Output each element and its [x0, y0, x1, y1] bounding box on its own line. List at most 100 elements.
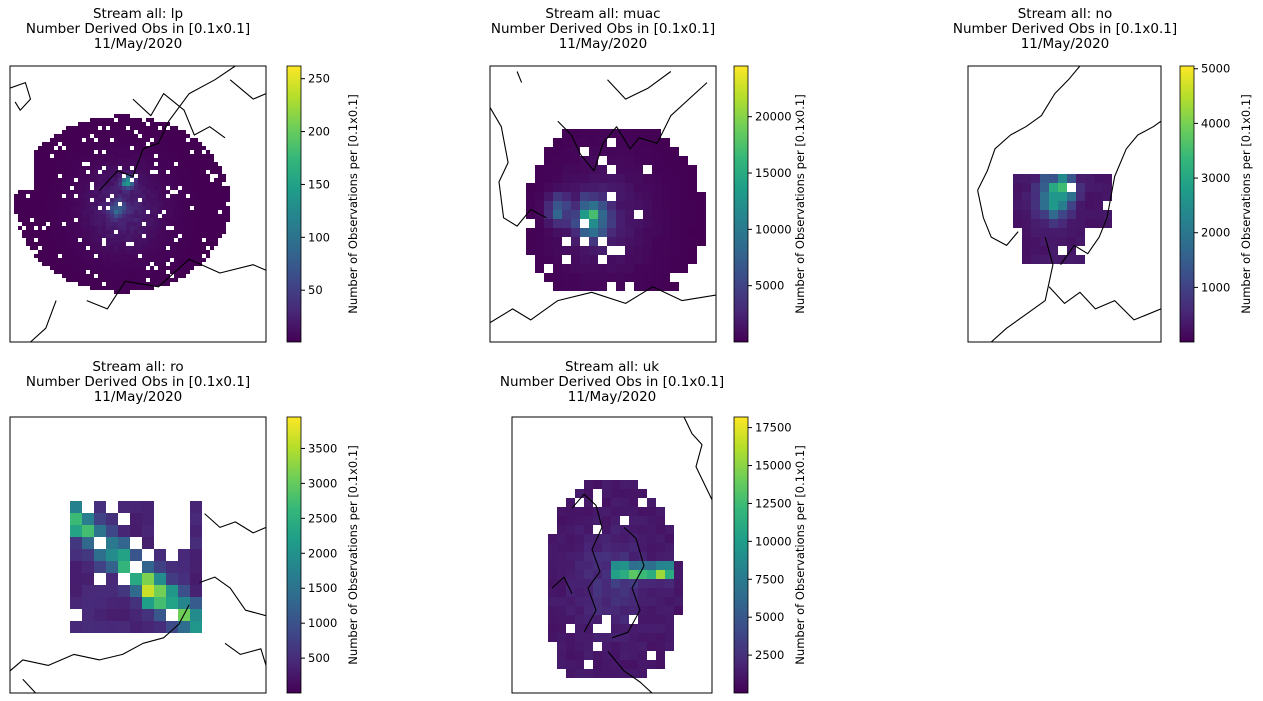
heat-cell: [166, 278, 170, 282]
heat-cell: [656, 606, 665, 615]
heat-cell: [118, 194, 122, 198]
heat-cell: [130, 202, 134, 206]
heat-cell: [118, 210, 122, 214]
heat-cell: [162, 182, 166, 186]
heat-cell: [679, 219, 688, 228]
heat-cell: [94, 561, 106, 573]
colorbar: [286, 416, 302, 694]
heat-cell: [54, 250, 58, 254]
heat-cell: [38, 186, 42, 190]
heat-cell: [94, 278, 98, 282]
heat-cell: [110, 282, 114, 286]
heat-cell: [150, 250, 154, 254]
heat-cell: [70, 182, 74, 186]
heat-cell: [154, 234, 158, 238]
heat-cell: [34, 158, 38, 162]
heat-cell: [625, 246, 634, 255]
heat-cell: [652, 273, 661, 282]
heat-cell: [130, 609, 142, 621]
heat-cell: [126, 142, 130, 146]
heat-cell: [665, 633, 674, 642]
heat-cell: [130, 198, 134, 202]
heat-cell: [102, 266, 106, 270]
heat-cell: [656, 660, 665, 669]
colorbar: [1179, 65, 1195, 343]
heat-cell: [146, 206, 150, 210]
heat-cell: [142, 537, 154, 549]
heat-cell: [638, 597, 647, 606]
heat-cell: [134, 182, 138, 186]
heat-cell: [162, 198, 166, 202]
heat-cell: [154, 210, 158, 214]
heat-cell: [26, 238, 30, 242]
heat-cell: [70, 154, 74, 158]
heat-cell: [134, 162, 138, 166]
heat-cell: [202, 234, 206, 238]
heat-cell: [118, 274, 122, 278]
heat-cell: [206, 214, 210, 218]
heat-cell: [50, 194, 54, 198]
heat-cell: [126, 114, 130, 118]
heat-cell: [94, 142, 98, 146]
heat-cell: [122, 214, 126, 218]
heat-cell: [670, 165, 679, 174]
heat-cell: [562, 246, 571, 255]
heat-cell: [607, 228, 616, 237]
heat-cell: [178, 597, 190, 609]
heat-cell: [562, 183, 571, 192]
heat-cell: [126, 186, 130, 190]
heat-cell: [665, 606, 674, 615]
heat-cell: [182, 182, 186, 186]
heat-cell: [106, 234, 110, 238]
heat-cell: [54, 246, 58, 250]
heat-cell: [544, 219, 553, 228]
heat-cell: [70, 198, 74, 202]
heat-cell: [162, 138, 166, 142]
heat-cell: [46, 194, 50, 198]
heat-cell: [150, 158, 154, 162]
heat-cell: [54, 198, 58, 202]
heat-cell: [1049, 228, 1058, 237]
heat-cell: [134, 178, 138, 182]
heat-cell: [106, 609, 118, 621]
heat-cell: [584, 669, 593, 678]
heat-cell: [170, 142, 174, 146]
heat-cell: [54, 210, 58, 214]
panel-date: 11/May/2020: [1021, 36, 1110, 52]
heat-cell: [90, 218, 94, 222]
heat-cell: [98, 118, 102, 122]
heat-cell: [98, 262, 102, 266]
heat-cell: [102, 122, 106, 126]
heat-cell: [598, 165, 607, 174]
heat-cell: [130, 162, 134, 166]
heat-cell: [82, 130, 86, 134]
heat-cell: [46, 262, 50, 266]
heat-cell: [110, 258, 114, 262]
heat-cell: [42, 182, 46, 186]
heat-cell: [174, 226, 178, 230]
heat-cell: [110, 266, 114, 270]
heat-cell: [194, 242, 198, 246]
heat-cell: [162, 206, 166, 210]
heat-cell: [98, 226, 102, 230]
heat-cell: [625, 147, 634, 156]
heat-cell: [580, 129, 589, 138]
heat-cell: [74, 190, 78, 194]
heat-cell: [122, 250, 126, 254]
heat-cell: [214, 166, 218, 170]
heat-cell: [174, 222, 178, 226]
heat-cell: [638, 579, 647, 588]
heat-cell: [162, 126, 166, 130]
heat-cell: [616, 201, 625, 210]
heat-cell: [122, 182, 126, 186]
heat-cell: [54, 270, 58, 274]
heat-cell: [66, 154, 70, 158]
heat-cell: [652, 201, 661, 210]
heat-cell: [1076, 192, 1085, 201]
heat-cell: [575, 489, 584, 498]
coastline: [683, 417, 712, 501]
heat-cell: [82, 234, 86, 238]
heat-cell: [170, 210, 174, 214]
heat-cell: [158, 166, 162, 170]
heat-cell: [138, 206, 142, 210]
